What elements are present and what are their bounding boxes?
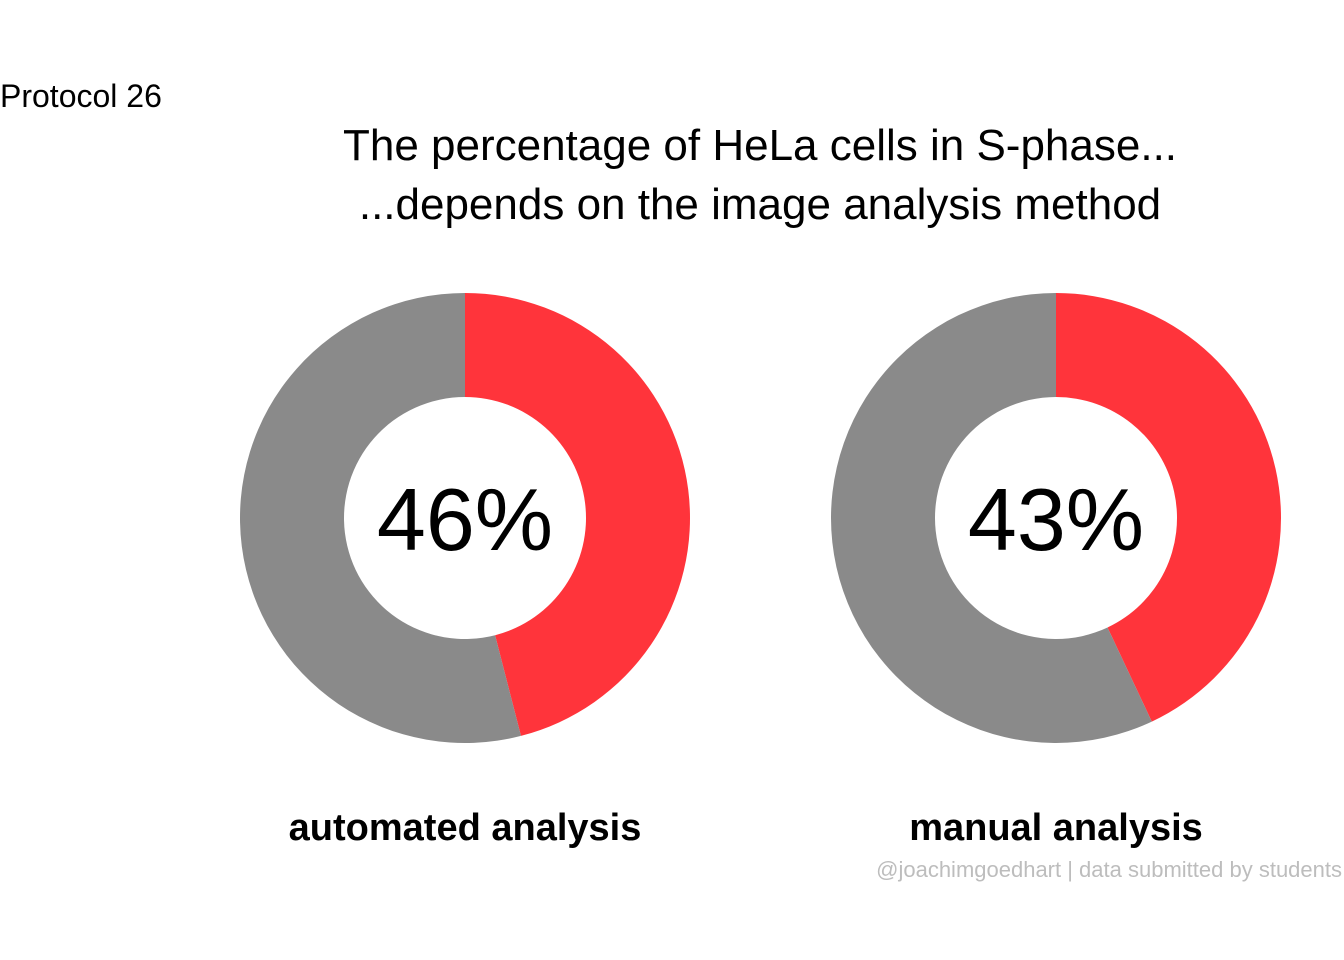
protocol-tag: Protocol 26 — [0, 78, 162, 114]
donut-slice-other — [239, 293, 521, 744]
donut-category-label: manual analysis — [909, 807, 1203, 849]
donut-center-value: 46% — [377, 470, 553, 569]
chart-title-line2: ...depends on the image analysis method — [358, 180, 1162, 229]
donut-category-label: automated analysis — [289, 807, 642, 849]
donut-slice-s-phase — [1056, 293, 1281, 722]
credit-caption: @joachimgoedhart | data submitted by stu… — [876, 857, 1342, 882]
donut-slice-s-phase — [465, 293, 690, 736]
chart-title-line1: The percentage of HeLa cells in S-phase.… — [342, 121, 1178, 170]
donut-center-value: 43% — [968, 470, 1144, 569]
donut-slice-other — [830, 293, 1152, 743]
